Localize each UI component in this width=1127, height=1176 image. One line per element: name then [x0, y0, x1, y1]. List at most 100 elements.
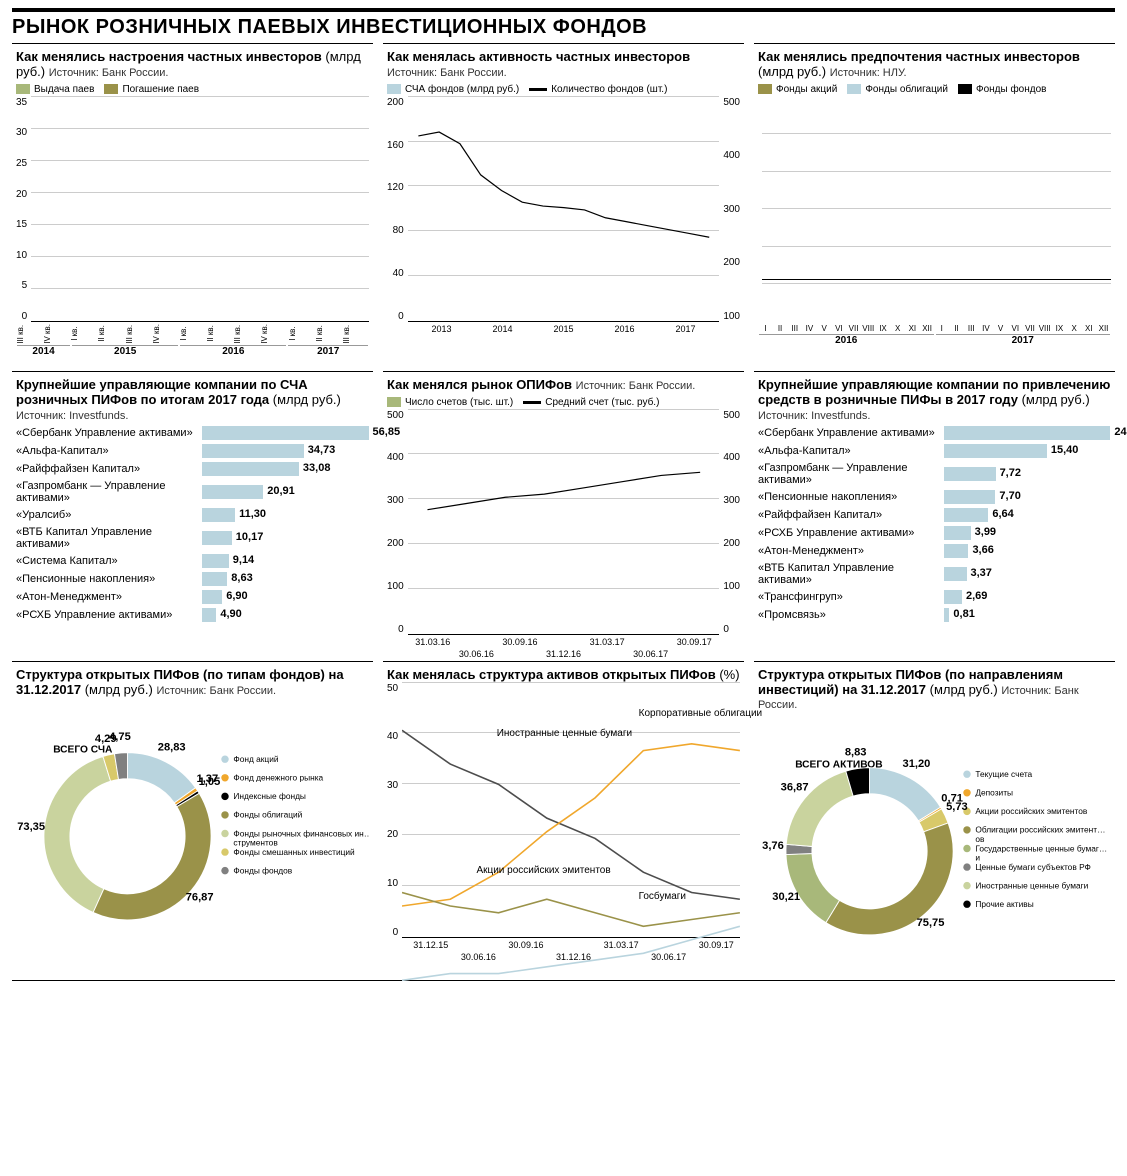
panel-sentiment: Как менялись настроения частных инвестор…: [12, 43, 373, 361]
p7-donut: ВСЕГО СЧАФонд акцийФонд денежного рынкаИ…: [16, 697, 369, 957]
p8-unit: (%): [719, 667, 739, 682]
svg-text:3,76: 3,76: [762, 841, 784, 853]
hbar-fill: [202, 426, 369, 440]
x-tick: VII: [1023, 324, 1038, 333]
hbar-fill: [202, 485, 263, 499]
p3-xyears: 20162017: [758, 334, 1111, 346]
svg-text:Ценные бумаги субъектов РФ: Ценные бумаги субъектов РФ: [975, 862, 1091, 872]
hbar-track: 7,72: [944, 467, 1111, 481]
legend-label: Фонды облигаций: [865, 84, 948, 95]
y-tick: 200: [723, 538, 740, 549]
hbar-fill: [202, 608, 216, 622]
svg-text:Облигации российских эмитент…: Облигации российских эмитент…: [975, 825, 1105, 835]
p5-chart: 5004003002001000 5004003002001000: [387, 410, 740, 635]
x-tick: IV кв.: [43, 324, 70, 344]
hbar-value: 10,17: [232, 531, 264, 543]
hbar-label: «Уралсиб»: [16, 509, 196, 521]
svg-text:75,75: 75,75: [917, 918, 945, 930]
svg-text:Фонды фондов: Фонды фондов: [233, 866, 292, 876]
p1-xaxis: III кв.IV кв.I кв.II кв.III кв.IV кв.I к…: [16, 324, 369, 344]
x-tick: IX: [876, 324, 891, 333]
hbar-label: «Альфа-Капитал»: [16, 445, 196, 457]
hbar-track: 11,30: [202, 508, 369, 522]
p7-unit: (млрд руб.): [85, 682, 153, 697]
hbar-track: 2,69: [944, 590, 1111, 604]
hbar-label: «ВТБ Капитал Управление активами»: [758, 562, 938, 586]
hbar-value: 8,63: [227, 572, 252, 584]
x-tick: III кв.: [16, 324, 43, 344]
p7-donut-wrap: ВСЕГО СЧАФонд акцийФонд денежного рынкаИ…: [16, 697, 369, 957]
svg-text:Иностранные ценные бумаги: Иностранные ценные бумаги: [975, 881, 1088, 891]
hbar-track: 20,91: [202, 485, 369, 499]
y-tick: 0: [723, 624, 729, 635]
hbar-fill: [944, 508, 988, 522]
legend-item: Средний счет (тыс. руб.): [523, 397, 659, 408]
x-tick: 31.03.17: [585, 637, 629, 647]
hbar-label: «Атон-Менеджмент»: [16, 591, 196, 603]
hbar-value: 3,99: [971, 526, 996, 538]
panel-structure-by-type: Структура открытых ПИФов (по типам фондо…: [12, 661, 373, 977]
svg-text:8,83: 8,83: [845, 747, 867, 759]
y-tick: 15: [16, 219, 27, 230]
hbar-track: 15,40: [944, 444, 1111, 458]
x-tick: 31.12.16: [550, 952, 598, 962]
x-tick: VI: [832, 324, 847, 333]
x-tick: II кв.: [97, 324, 124, 344]
legend-swatch: [387, 84, 401, 94]
gridline: [402, 834, 740, 835]
y-tick: 0: [398, 624, 404, 635]
hbar-label: «РСХБ Управление активами»: [758, 527, 938, 539]
legend-swatch: [847, 84, 861, 94]
x-tick: 30.09.16: [498, 637, 542, 647]
p2-plot: [408, 97, 720, 322]
legend-swatch: [958, 84, 972, 94]
legend-item: Выдача паев: [16, 84, 94, 95]
svg-text:31,20: 31,20: [903, 758, 931, 770]
hbar-fill: [202, 590, 222, 604]
x-year: 2016: [759, 334, 934, 346]
hbar-fill: [944, 544, 968, 558]
legend-label: Средний счет (тыс. руб.): [545, 397, 659, 408]
x-tick: V: [817, 324, 832, 333]
y-tick: 35: [16, 97, 27, 108]
y-tick: 500: [723, 97, 740, 108]
svg-text:Акции российских эмитентов: Акции российских эмитентов: [975, 807, 1088, 817]
p5-plot: [408, 410, 720, 635]
hbar-value: 2,69: [962, 590, 987, 602]
legend-swatch: [16, 84, 30, 94]
x-tick: III: [964, 324, 979, 333]
hbar-label: «Система Капитал»: [16, 555, 196, 567]
hbar-row: «Альфа-Капитал»34,73: [16, 444, 369, 458]
p2-yaxis-left: 20016012080400: [387, 97, 408, 322]
x-year: 2015: [72, 345, 178, 357]
gridline: [402, 682, 740, 683]
legend-label: Фонды акций: [776, 84, 837, 95]
x-tick: 30.06.17: [645, 952, 693, 962]
svg-text:Текущие счета: Текущие счета: [975, 769, 1032, 779]
svg-text:Государственные ценные бумаг…: Государственные ценные бумаг…: [975, 844, 1107, 854]
p5-title: Как менялся рынок ОПИФов Источник: Банк …: [387, 378, 740, 393]
x-tick: 30.09.16: [502, 940, 550, 950]
hbar-value: 11,30: [235, 508, 266, 520]
legend-label: Выдача паев: [34, 84, 94, 95]
hbar-label: «РСХБ Управление активами»: [16, 609, 196, 621]
hbar-track: 0,81: [944, 608, 1111, 622]
hbar-track: 10,17: [202, 531, 369, 545]
hbar-label: «Газпромбанк — Управление активами»: [758, 462, 938, 486]
legend-label: Число счетов (тыс. шт.): [405, 397, 513, 408]
y-tick: 50: [387, 683, 398, 694]
svg-text:Фонд денежного рынка: Фонд денежного рынка: [233, 773, 323, 783]
legend-swatch: [523, 401, 541, 404]
hbar-row: «РСХБ Управление активами»4,90: [16, 608, 369, 622]
svg-text:5,73: 5,73: [946, 802, 968, 814]
gridline: [402, 783, 740, 784]
hbar-value: 20,91: [263, 485, 295, 497]
x-tick: 30.09.17: [692, 940, 740, 950]
x-tick: IV: [979, 324, 994, 333]
svg-text:Прочие активы: Прочие активы: [975, 899, 1033, 909]
page-title: РЫНОК РОЗНИЧНЫХ ПАЕВЫХ ИНВЕСТИЦИОННЫХ ФО…: [12, 16, 1115, 39]
hbar-row: «Атон-Менеджмент»3,66: [758, 544, 1111, 558]
svg-text:Фонды облигаций: Фонды облигаций: [233, 810, 302, 820]
hbar-value: 33,08: [299, 462, 331, 474]
x-tick: 2014: [472, 324, 533, 334]
